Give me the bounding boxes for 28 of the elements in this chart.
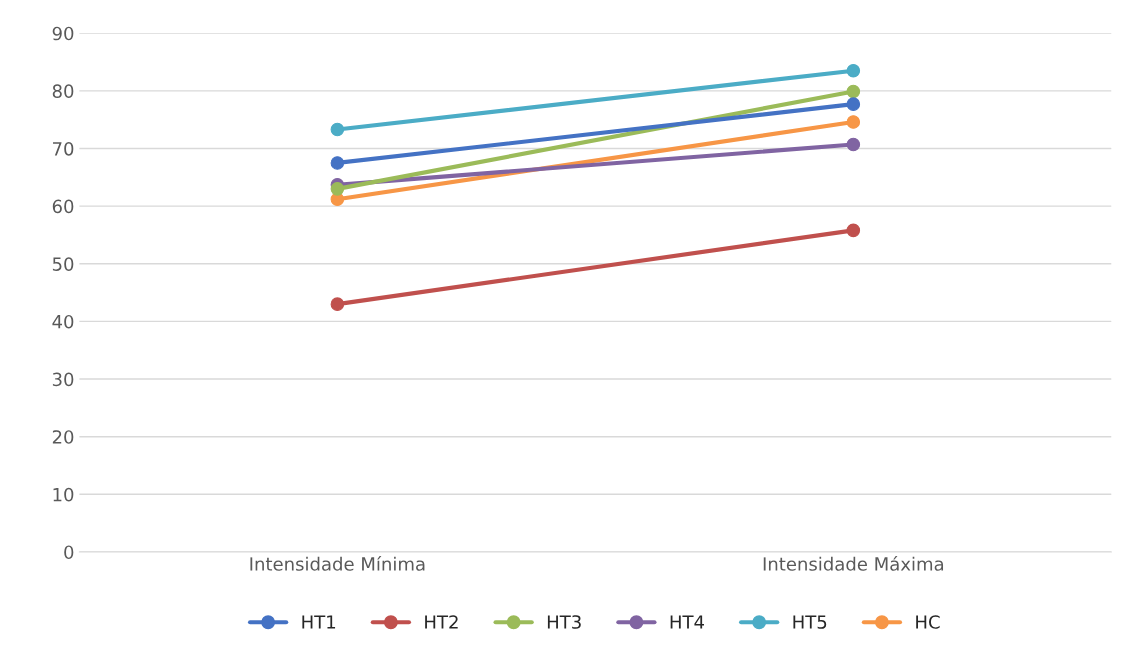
legend-label: HC bbox=[916, 615, 940, 629]
point bbox=[846, 115, 861, 129]
y-tick-label: 20 bbox=[52, 430, 74, 444]
point bbox=[330, 156, 345, 170]
point bbox=[330, 182, 345, 196]
legend-label: HT4 bbox=[670, 615, 704, 629]
point bbox=[846, 84, 861, 99]
legend-label: HT3 bbox=[547, 615, 581, 629]
y-tick-label: 0 bbox=[64, 545, 74, 560]
legend-label: HT1 bbox=[302, 615, 336, 629]
point bbox=[846, 97, 861, 111]
point bbox=[846, 137, 861, 152]
y-tick-label: 50 bbox=[52, 257, 74, 271]
point bbox=[846, 223, 861, 238]
legend-label: HT5 bbox=[793, 615, 827, 629]
y-tick-label: 90 bbox=[52, 26, 74, 41]
y-tick-label: 30 bbox=[52, 372, 74, 387]
y-tick-label: 60 bbox=[52, 199, 74, 214]
point bbox=[330, 297, 345, 311]
y-tick-label: 40 bbox=[52, 314, 74, 329]
y-tick-label: 70 bbox=[53, 141, 74, 156]
point bbox=[330, 122, 345, 137]
y-tick-label: 80 bbox=[52, 84, 74, 98]
legend-label: HT2 bbox=[425, 615, 458, 629]
point bbox=[846, 63, 861, 78]
y-tick-label: 10 bbox=[53, 487, 74, 502]
x-tick-label: Intensidade Mínima bbox=[250, 556, 425, 571]
x-tick-label: Intensidade Máxima bbox=[763, 556, 944, 571]
